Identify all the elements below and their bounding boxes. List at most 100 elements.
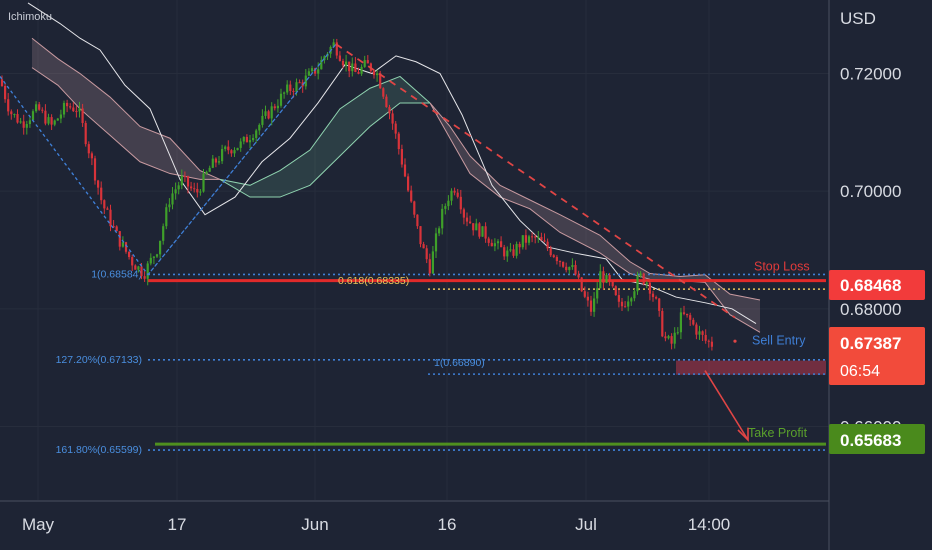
candle-body	[310, 68, 314, 72]
candle-body	[10, 111, 13, 115]
candle-body	[25, 124, 28, 128]
candle-body	[149, 257, 152, 264]
candle-body	[242, 136, 245, 142]
candle-body	[115, 226, 118, 232]
candle-body	[124, 242, 128, 252]
candle-body	[84, 123, 87, 145]
candle-body	[701, 331, 704, 335]
current-price-tag-value: 0.67387	[840, 334, 901, 353]
time-tick-label: Jul	[575, 515, 597, 534]
candle-body	[221, 149, 224, 162]
cloud-area	[220, 76, 430, 198]
target-price-tag-bg	[829, 424, 925, 454]
candle-body	[190, 186, 193, 189]
candle-body	[707, 340, 710, 342]
candle-body	[704, 334, 707, 341]
candle-body	[230, 150, 233, 154]
candle-body	[224, 146, 227, 150]
candle-body	[180, 175, 183, 186]
candle-body	[410, 190, 413, 202]
fib-level-label: 127.20%(0.67133)	[56, 354, 142, 366]
candle-body	[118, 231, 121, 247]
candle-body	[304, 75, 307, 87]
candle-body	[196, 188, 199, 193]
candle-body	[692, 319, 695, 325]
candle-body	[555, 257, 558, 262]
candle-body	[202, 173, 205, 192]
fib-level-label: 1(0.66890)	[434, 357, 485, 369]
wave-leg-2	[147, 43, 337, 276]
candle-body	[599, 271, 602, 289]
candle-body	[565, 266, 568, 271]
candle-body	[425, 248, 428, 260]
candle-body	[655, 297, 658, 299]
candle-body	[534, 236, 537, 238]
candle-body	[0, 79, 4, 87]
sell-entry-label: Sell Entry	[752, 334, 806, 348]
candle-body	[487, 238, 490, 243]
candle-body	[261, 115, 264, 125]
take-profit-label: Take Profit	[748, 426, 808, 440]
candle-body	[258, 124, 261, 131]
candle-body	[41, 109, 44, 111]
candle-body	[431, 251, 434, 274]
price-tick-label: 0.70000	[840, 182, 901, 201]
candle-body	[366, 60, 369, 64]
candle-body	[456, 192, 459, 197]
candle-body	[515, 243, 518, 256]
candle-body	[577, 274, 580, 278]
candle-body	[531, 236, 534, 238]
candle-body	[419, 226, 422, 245]
cloud-span-a	[31, 37, 221, 180]
bar-countdown: 06:54	[840, 363, 880, 380]
candle-body	[354, 63, 357, 73]
candle-body	[645, 282, 648, 285]
candle-body	[292, 90, 295, 92]
candle-body	[403, 164, 407, 177]
candle-body	[605, 274, 608, 283]
cloud-span-b	[219, 102, 430, 198]
candle-body	[233, 150, 236, 154]
candle-body	[103, 200, 106, 209]
candle-body	[351, 63, 354, 72]
candle-body	[255, 130, 258, 138]
candle-body	[667, 336, 670, 339]
candle-body	[698, 331, 701, 335]
candle-body	[465, 217, 469, 222]
candle-body	[512, 249, 515, 256]
candle-body	[106, 208, 109, 210]
candle-body	[453, 190, 456, 193]
candle-body	[416, 214, 419, 227]
candle-body	[537, 236, 540, 238]
candle-body	[168, 204, 171, 208]
candle-body	[444, 206, 447, 209]
candle-body	[574, 265, 577, 275]
candle-body	[580, 277, 583, 292]
candle-body	[413, 201, 416, 215]
candle-body	[171, 193, 174, 205]
candle-body	[193, 188, 196, 190]
candle-body	[338, 55, 341, 61]
candle-body	[31, 111, 35, 121]
candle-body	[345, 61, 348, 66]
candle-body	[651, 293, 655, 298]
cloud-span-b	[31, 67, 220, 180]
ichimoku-cloud-layer	[31, 37, 761, 333]
candle-body	[19, 121, 22, 123]
time-tick-label: 14:00	[688, 515, 731, 534]
candle-body	[53, 120, 56, 125]
candle-body	[109, 209, 112, 227]
candle-body	[422, 244, 425, 249]
candle-body	[469, 221, 472, 224]
time-axis-ticks[interactable]: May 17 Jun 16 Jul 14:00	[22, 515, 730, 534]
candle-body	[44, 110, 47, 124]
candle-body	[162, 226, 165, 241]
candle-body	[624, 306, 627, 308]
candle-body	[252, 137, 255, 141]
zone-layer	[676, 360, 826, 375]
candle-body	[462, 209, 465, 218]
candle-body	[78, 108, 81, 112]
